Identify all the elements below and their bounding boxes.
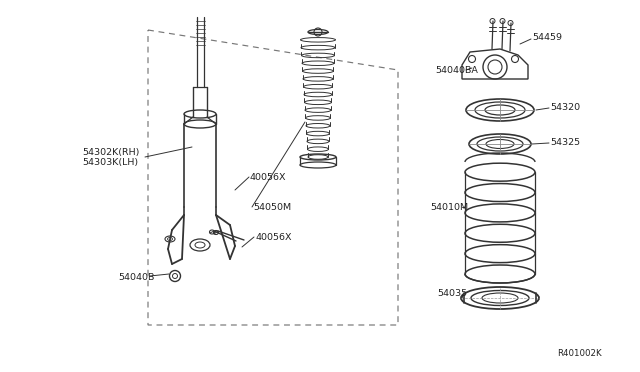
Text: 54050M: 54050M — [253, 202, 291, 212]
Text: 54040BA: 54040BA — [435, 65, 478, 74]
Text: 40056X: 40056X — [250, 173, 287, 182]
Text: 54302K(RH): 54302K(RH) — [82, 148, 140, 157]
Text: 54040B: 54040B — [118, 273, 154, 282]
Text: 54325: 54325 — [550, 138, 580, 147]
Text: 54303K(LH): 54303K(LH) — [82, 157, 138, 167]
Text: 40056X: 40056X — [255, 232, 291, 241]
Text: 54459: 54459 — [532, 32, 562, 42]
Text: 54035: 54035 — [437, 289, 467, 298]
Text: 54320: 54320 — [550, 103, 580, 112]
Text: 54010M: 54010M — [430, 202, 468, 212]
Text: R401002K: R401002K — [557, 350, 602, 359]
